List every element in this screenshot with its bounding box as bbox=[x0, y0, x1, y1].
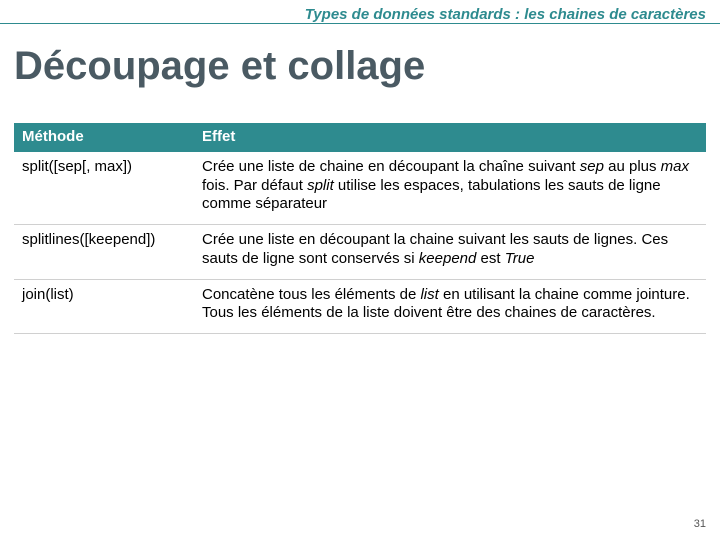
section-header: Types de données standards : les chaines… bbox=[0, 0, 720, 24]
page-number: 31 bbox=[694, 518, 706, 530]
column-header-method: Méthode bbox=[14, 123, 194, 152]
cell-effect: Concatène tous les éléments de list en u… bbox=[194, 279, 706, 334]
table-row: splitlines([keepend])Crée une liste en d… bbox=[14, 225, 706, 280]
cell-method: split([sep[, max]) bbox=[14, 152, 194, 225]
cell-effect: Crée une liste de chaine en découpant la… bbox=[194, 152, 706, 225]
column-header-effect: Effet bbox=[194, 123, 706, 152]
cell-method: join(list) bbox=[14, 279, 194, 334]
methods-table: Méthode Effet split([sep[, max])Crée une… bbox=[14, 123, 706, 334]
table-row: split([sep[, max])Crée une liste de chai… bbox=[14, 152, 706, 225]
table-row: join(list)Concatène tous les éléments de… bbox=[14, 279, 706, 334]
table-header-row: Méthode Effet bbox=[14, 123, 706, 152]
cell-effect: Crée une liste en découpant la chaine su… bbox=[194, 225, 706, 280]
page-title: Découpage et collage bbox=[0, 24, 720, 123]
table-body: split([sep[, max])Crée une liste de chai… bbox=[14, 152, 706, 334]
cell-method: splitlines([keepend]) bbox=[14, 225, 194, 280]
